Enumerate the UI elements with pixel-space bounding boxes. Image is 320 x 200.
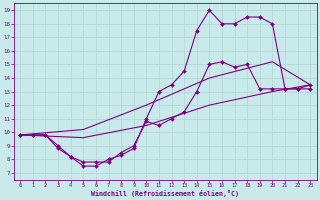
X-axis label: Windchill (Refroidissement éolien,°C): Windchill (Refroidissement éolien,°C) bbox=[91, 190, 239, 197]
